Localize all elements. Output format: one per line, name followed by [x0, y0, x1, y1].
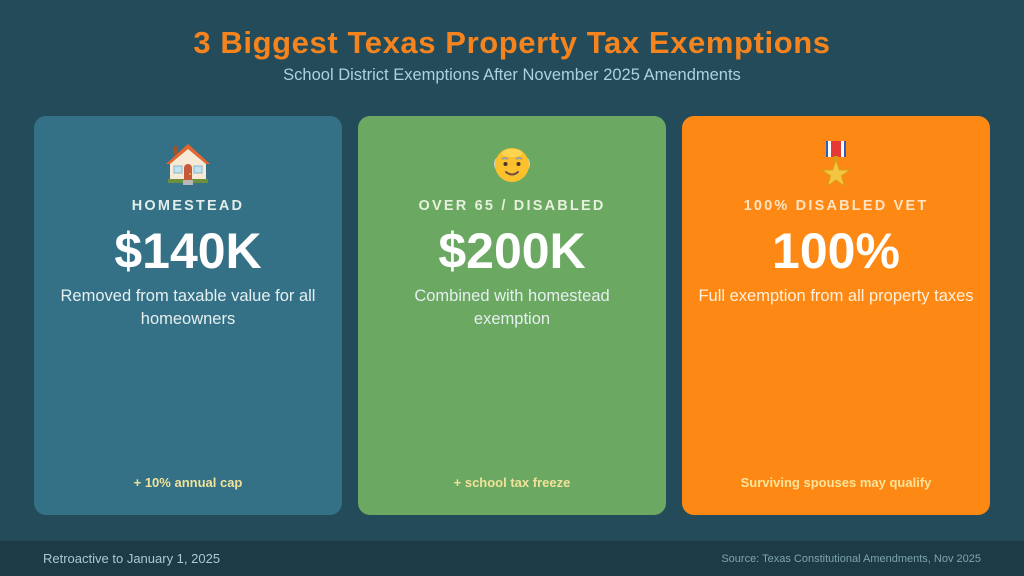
footer-source: Source: Texas Constitutional Amendments,… — [721, 553, 981, 565]
page-title: 3 Biggest Texas Property Tax Exemptions — [193, 25, 831, 60]
card-note: + school tax freeze — [453, 475, 571, 490]
page-subtitle: School District Exemptions After Novembe… — [283, 66, 741, 84]
card-label: HOMESTEAD — [131, 198, 245, 214]
card-description: Full exemption from all property taxes — [698, 287, 974, 305]
card-homestead: HOMESTEAD $140K Removed from taxable val… — [34, 116, 342, 515]
card-over-65-disabled: OVER 65 / DISABLED $200K Combined with h… — [358, 116, 666, 515]
older-man-icon — [358, 140, 666, 188]
card-value: $200K — [438, 223, 586, 279]
card-description: Removed from taxable value for all homeo… — [60, 287, 316, 328]
card-description: Combined with homestead exemption — [414, 287, 610, 328]
exemption-cards: HOMESTEAD $140K Removed from taxable val… — [34, 116, 990, 515]
military-medal-icon — [682, 140, 990, 188]
card-value: 100% — [772, 223, 900, 279]
card-disabled-vet: 100% DISABLED VET 100% Full exemption fr… — [682, 116, 990, 515]
card-value: $140K — [114, 223, 262, 279]
house-icon — [34, 140, 342, 188]
card-label: OVER 65 / DISABLED — [418, 198, 606, 214]
card-note: Surviving spouses may qualify — [740, 475, 932, 490]
card-label: 100% DISABLED VET — [743, 198, 929, 214]
card-note: + 10% annual cap — [133, 475, 243, 490]
footer: Retroactive to January 1, 2025 Source: T… — [0, 541, 1024, 576]
header: 3 Biggest Texas Property Tax Exemptions … — [0, 24, 1024, 86]
footer-retroactive-note: Retroactive to January 1, 2025 — [43, 551, 221, 566]
